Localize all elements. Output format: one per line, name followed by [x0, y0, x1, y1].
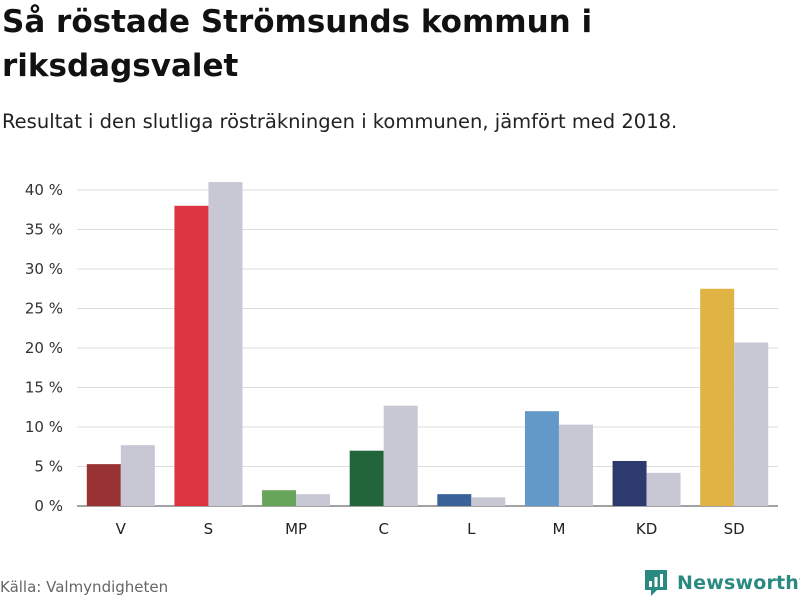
bar-2022-sd[interactable]: [700, 288, 735, 506]
bar-2022-v[interactable]: [86, 464, 121, 506]
bar-2018-kd[interactable]: [646, 472, 681, 506]
bar-2018-c[interactable]: [383, 405, 418, 506]
bar-2022-kd[interactable]: [612, 460, 647, 506]
x-tick-label: KD: [636, 520, 657, 538]
y-tick-label: 0 %: [34, 497, 63, 515]
x-tick-label: MP: [285, 520, 307, 538]
chart-title: Så röstade Strömsunds kommun i riksdagsv…: [2, 4, 593, 84]
y-tick-label: 15 %: [25, 379, 63, 397]
bar-2022-m[interactable]: [524, 411, 559, 506]
y-tick-label: 35 %: [25, 221, 63, 239]
bar-2018-s[interactable]: [208, 182, 243, 506]
y-tick-label: 30 %: [25, 260, 63, 278]
x-tick-label: C: [378, 520, 388, 538]
source-note: Källa: Valmyndigheten: [0, 578, 169, 596]
x-tick-label: SD: [724, 520, 745, 538]
x-tick-label: V: [116, 520, 127, 538]
bar-2018-sd[interactable]: [734, 342, 769, 506]
bar-2018-v[interactable]: [120, 445, 155, 506]
newsworthy-logo-icon: [645, 570, 667, 596]
bar-2022-mp[interactable]: [262, 490, 297, 506]
bar-2018-mp[interactable]: [296, 494, 331, 506]
x-tick-label: M: [552, 520, 565, 538]
x-tick-label: S: [204, 520, 214, 538]
y-tick-label: 40 %: [25, 181, 63, 199]
chart-subtitle: Resultat i den slutliga rösträkningen i …: [2, 110, 678, 133]
bar-2022-s[interactable]: [174, 205, 209, 507]
y-tick-label: 10 %: [25, 418, 63, 436]
y-tick-label: 25 %: [25, 300, 63, 318]
x-tick-label: L: [467, 520, 476, 538]
bar-2022-c[interactable]: [349, 450, 384, 506]
bar-2018-l[interactable]: [471, 497, 506, 506]
y-tick-label: 5 %: [34, 458, 63, 476]
bar-2018-m[interactable]: [558, 424, 593, 506]
brand-name: Newsworthy: [677, 572, 800, 594]
bar-2022-l[interactable]: [437, 494, 472, 506]
y-tick-label: 20 %: [25, 339, 63, 357]
brand-logo[interactable]: Newsworthy: [643, 568, 800, 598]
bar-chart: 0 % 5 % 10 % 15 % 20 % 25 % 30 % 35 % 40 % V S MP C L…: [25, 181, 778, 538]
